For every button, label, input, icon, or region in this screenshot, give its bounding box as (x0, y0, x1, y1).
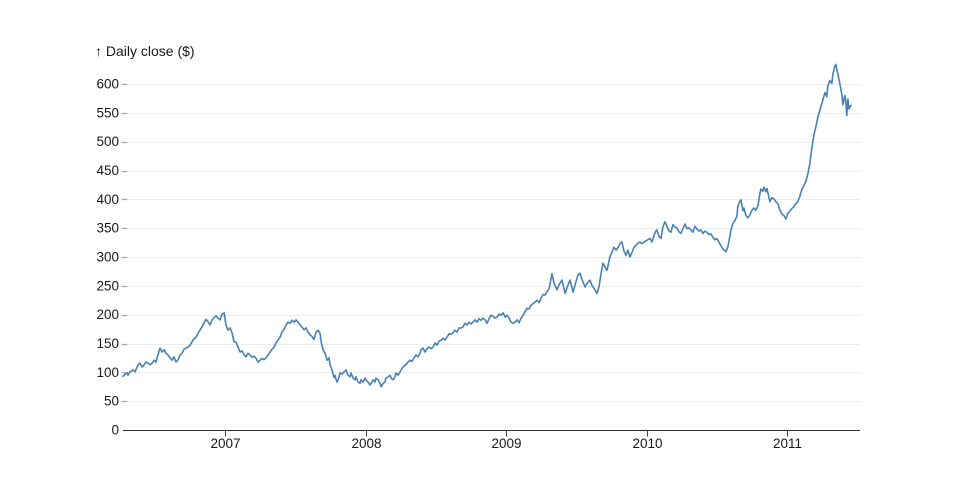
x-tick-label: 2010 (632, 436, 662, 451)
y-tick-label: 450 (96, 163, 119, 178)
x-tick-label: 2009 (491, 436, 521, 451)
gridlines (128, 84, 860, 402)
y-tick-label: 200 (96, 307, 119, 322)
y-tick-label: 600 (96, 77, 119, 92)
y-tick-label: 50 (104, 394, 119, 409)
price-line (122, 63, 852, 388)
y-tick-label: 250 (96, 278, 119, 293)
y-tick-label: 550 (96, 105, 119, 120)
y-tick-label: 300 (96, 250, 119, 265)
y-axis: 0 50 100 150 200 250 300 350 400 450 500 550 600 (96, 77, 128, 438)
x-axis: 2007 2008 2009 2010 2011 (123, 430, 860, 451)
y-axis-title: ↑ Daily close ($) (95, 43, 195, 59)
y-tick-label: 400 (96, 192, 119, 207)
y-tick-label: 150 (96, 336, 119, 351)
y-tick-label: 350 (96, 221, 119, 236)
x-tick-label: 2008 (351, 436, 381, 451)
x-tick-label: 2011 (773, 436, 802, 451)
x-tick-label: 2007 (210, 436, 240, 451)
y-tick-label: 100 (96, 365, 119, 380)
y-tick-label: 0 (111, 423, 119, 438)
y-tick-label: 500 (96, 134, 119, 149)
